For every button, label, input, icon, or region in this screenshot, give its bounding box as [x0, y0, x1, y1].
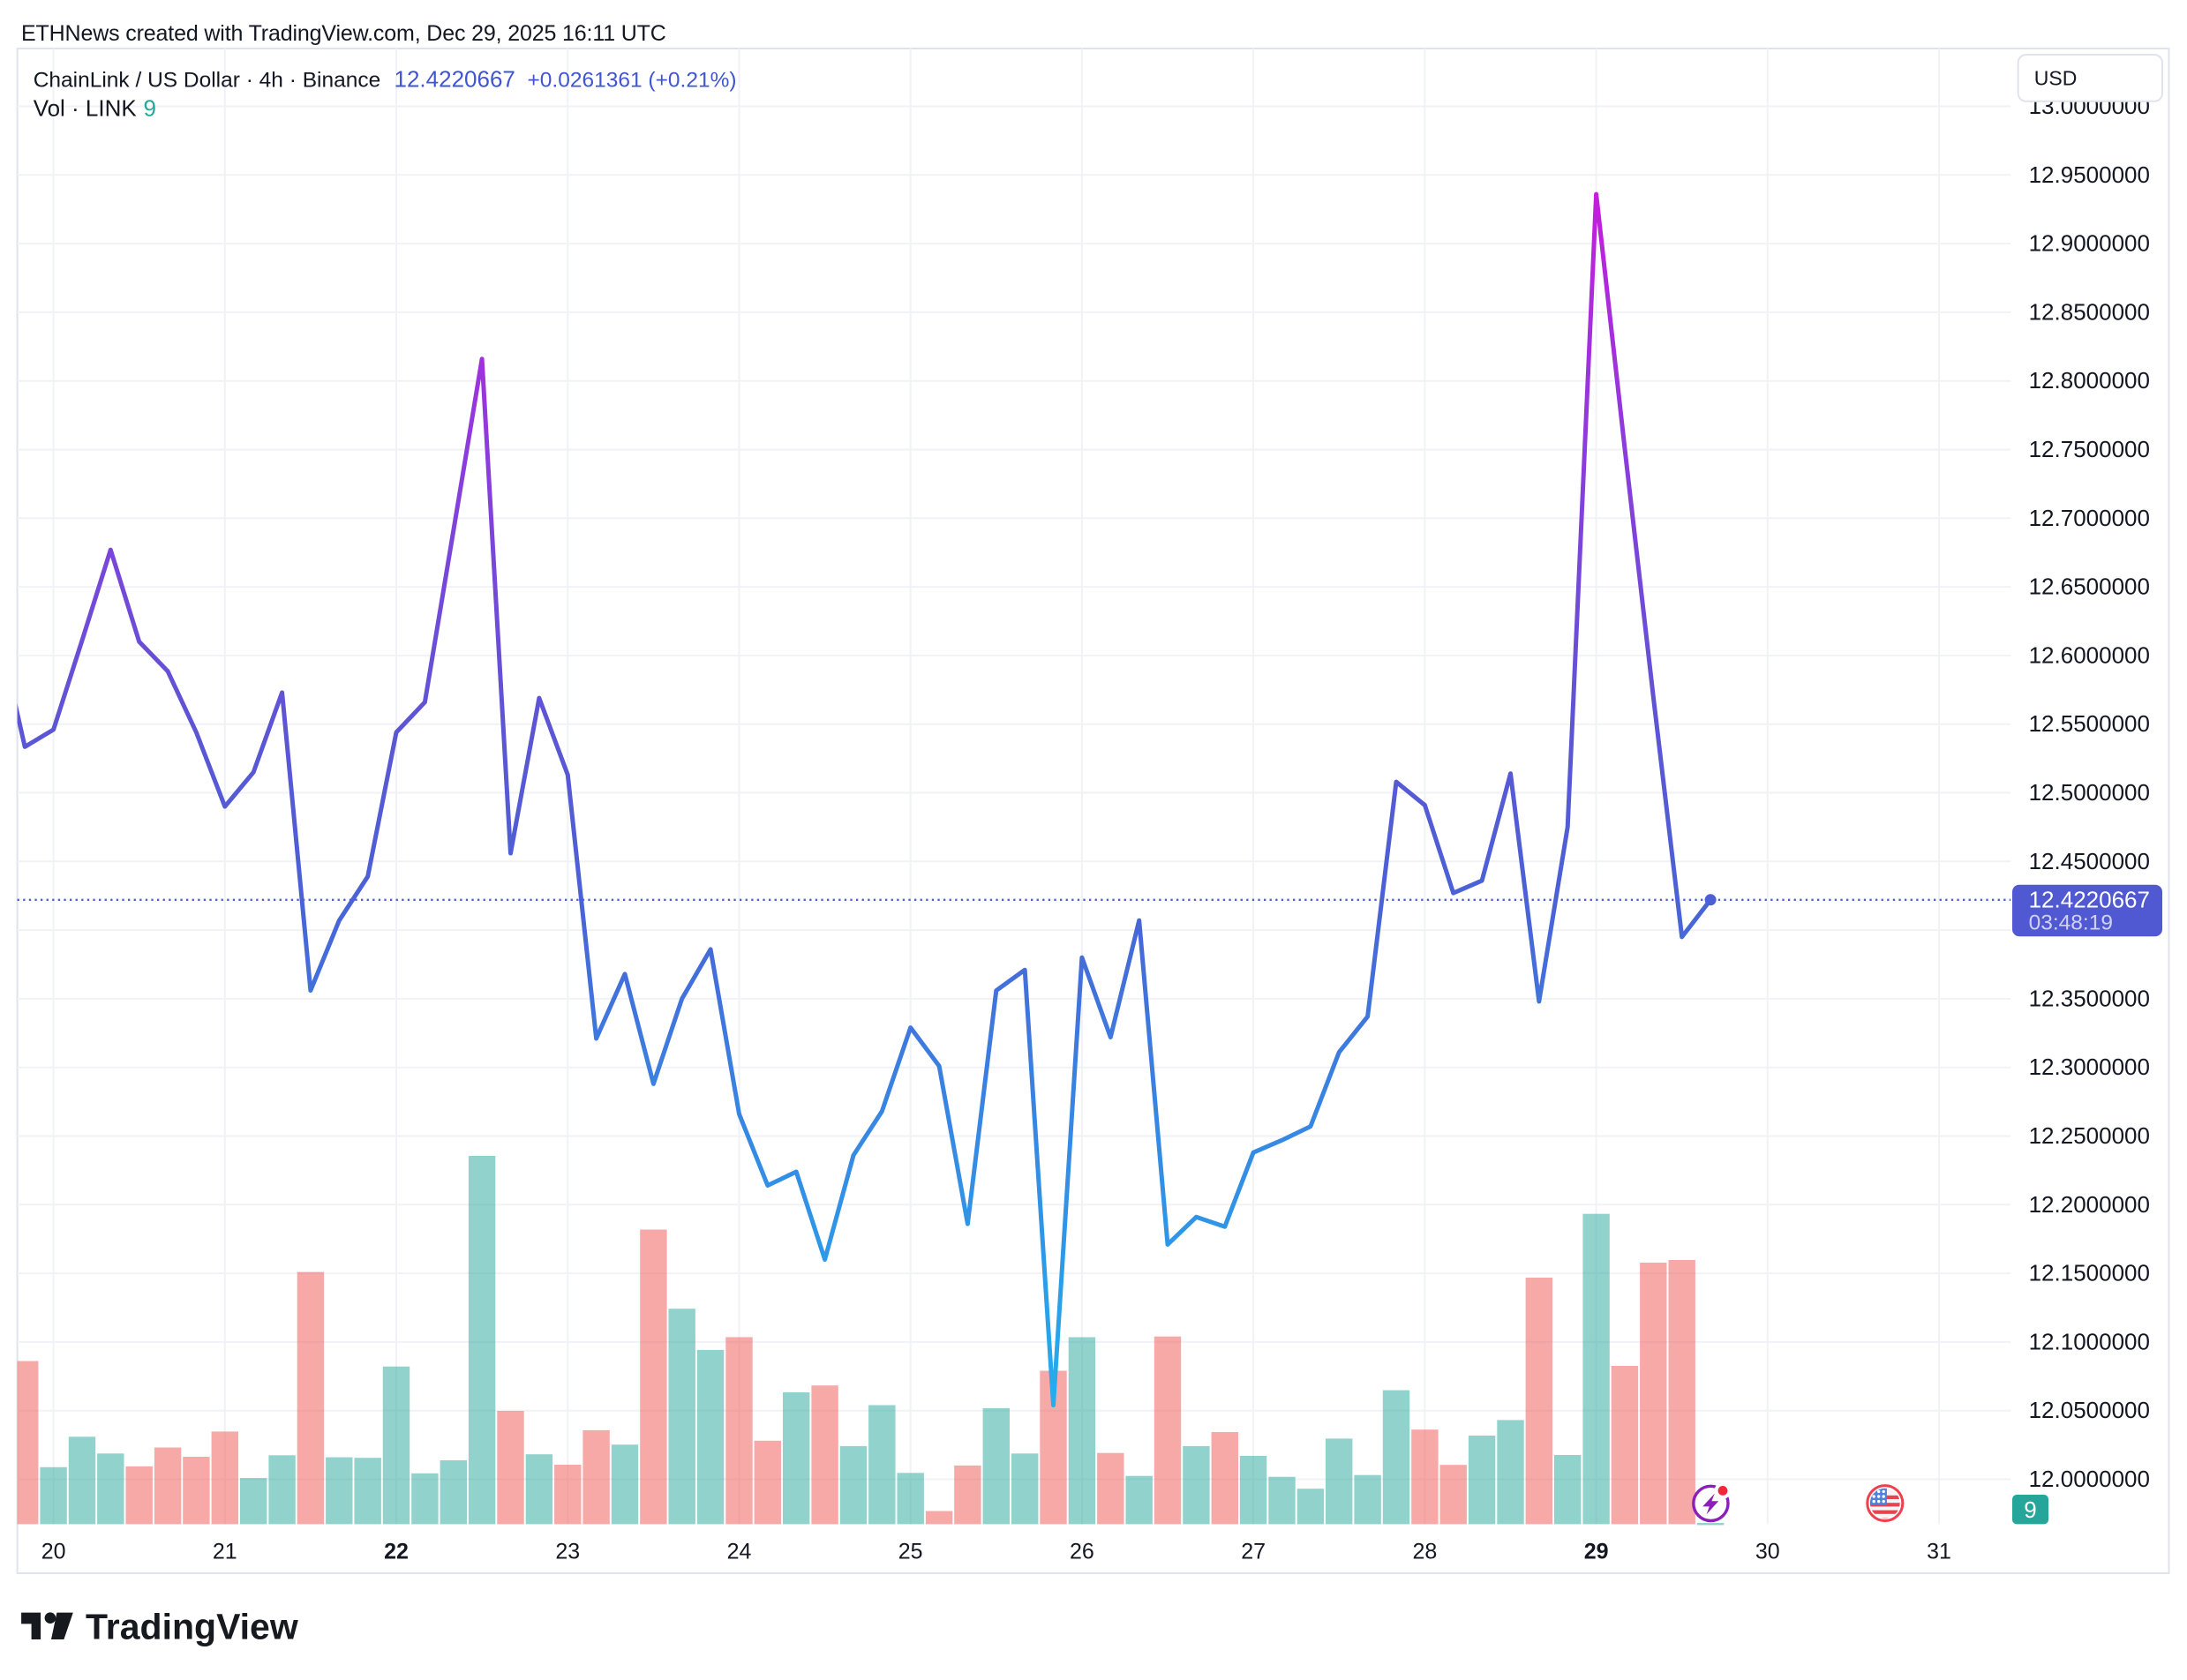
svg-text:29: 29 [1584, 1539, 1609, 1564]
svg-text:12.6500000: 12.6500000 [2029, 574, 2150, 600]
svg-text:12.4500000: 12.4500000 [2029, 848, 2150, 874]
svg-text:28: 28 [1412, 1539, 1437, 1564]
svg-text:9: 9 [144, 95, 156, 122]
svg-text:12.5000000: 12.5000000 [2029, 779, 2150, 806]
svg-text:12.4220667: 12.4220667 [2029, 887, 2150, 913]
svg-text:ETHNews created with TradingVi: ETHNews created with TradingView.com, De… [21, 21, 666, 46]
svg-text:ChainLink / US Dollar · 4h · B: ChainLink / US Dollar · 4h · Binance [34, 68, 381, 92]
svg-text:USD: USD [2034, 67, 2078, 90]
svg-text:26: 26 [1070, 1539, 1094, 1564]
svg-text:12.2500000: 12.2500000 [2029, 1122, 2150, 1149]
svg-text:25: 25 [898, 1539, 923, 1564]
svg-text:12.2000000: 12.2000000 [2029, 1191, 2150, 1218]
svg-text:22: 22 [384, 1539, 409, 1564]
svg-text:23: 23 [555, 1539, 580, 1564]
svg-text:12.3000000: 12.3000000 [2029, 1054, 2150, 1080]
svg-text:24: 24 [727, 1539, 752, 1564]
svg-text:TradingView: TradingView [86, 1607, 298, 1647]
svg-text:12.4220667: 12.4220667 [395, 65, 515, 92]
svg-text:12.0500000: 12.0500000 [2029, 1397, 2150, 1423]
svg-text:30: 30 [1755, 1539, 1780, 1564]
svg-text:21: 21 [213, 1539, 237, 1564]
svg-text:+0.0261361 (+0.21%): +0.0261361 (+0.21%) [528, 68, 737, 92]
svg-text:12.7000000: 12.7000000 [2029, 505, 2150, 531]
svg-text:12.6000000: 12.6000000 [2029, 641, 2150, 668]
svg-text:12.1500000: 12.1500000 [2029, 1260, 2150, 1286]
svg-text:27: 27 [1241, 1539, 1266, 1564]
svg-text:12.1000000: 12.1000000 [2029, 1328, 2150, 1354]
svg-text:9: 9 [2024, 1496, 2036, 1523]
svg-text:03:48:19: 03:48:19 [2029, 911, 2113, 935]
svg-text:12.8500000: 12.8500000 [2029, 298, 2150, 325]
svg-text:31: 31 [1927, 1539, 1951, 1564]
svg-text:12.0000000: 12.0000000 [2029, 1466, 2150, 1492]
svg-text:12.5500000: 12.5500000 [2029, 710, 2150, 737]
svg-text:12.9000000: 12.9000000 [2029, 230, 2150, 257]
svg-text:20: 20 [41, 1539, 66, 1564]
svg-text:12.7500000: 12.7500000 [2029, 436, 2150, 462]
svg-text:12.8000000: 12.8000000 [2029, 367, 2150, 394]
svg-text:12.9500000: 12.9500000 [2029, 161, 2150, 188]
svg-text:12.3500000: 12.3500000 [2029, 985, 2150, 1011]
svg-text:Vol · LINK: Vol · LINK [34, 95, 138, 122]
